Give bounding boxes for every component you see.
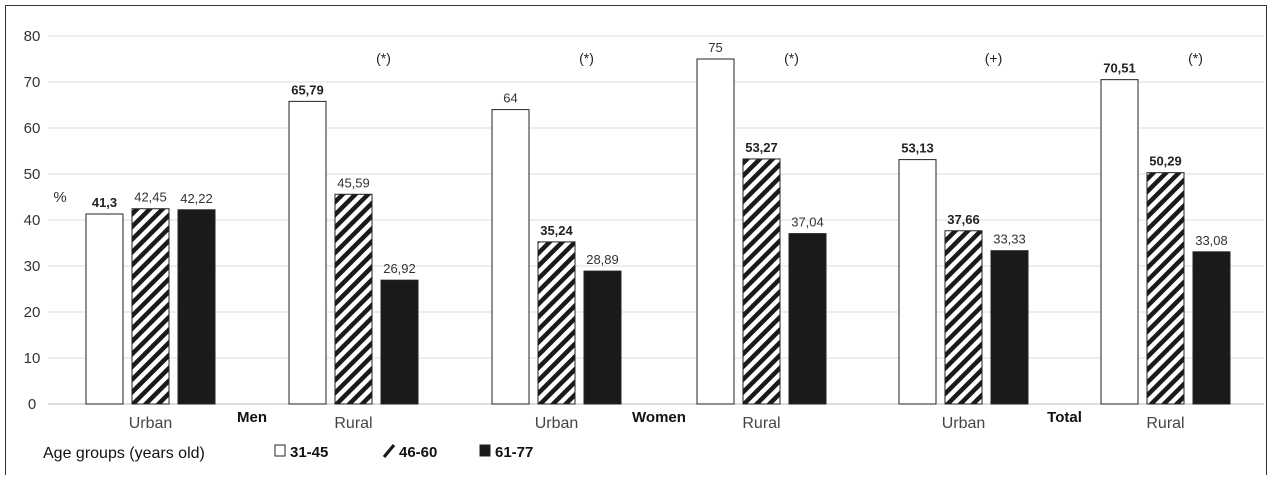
bar-31-45 xyxy=(288,100,327,405)
data-label: 53,27 xyxy=(745,140,778,155)
bar-46-60 xyxy=(334,193,373,405)
group-label: Total xyxy=(1047,409,1082,426)
legend-label: 61-77 xyxy=(495,444,533,461)
data-label: 50,29 xyxy=(1149,154,1182,169)
bar-chart: 0 10 20 30 40 50 60 70 80% 41,3 42,45 42,22 Urban 65,… xyxy=(24,28,1264,462)
legend-swatch-black xyxy=(479,444,491,457)
bar-46-60 xyxy=(537,241,576,405)
subgroup-label: Urban xyxy=(535,415,579,432)
bar-46-60 xyxy=(1146,172,1185,405)
significance-marker: (*) xyxy=(376,50,391,66)
y-tick-label: 20 xyxy=(24,304,41,321)
bar-61-77 xyxy=(583,270,622,405)
legend-swatch-hatched xyxy=(382,443,396,459)
y-tick-label: 60 xyxy=(24,120,41,137)
data-label: 35,24 xyxy=(540,223,573,238)
group-label: Men xyxy=(237,409,267,426)
bar-61-77 xyxy=(380,279,419,405)
bar-61-77 xyxy=(990,250,1029,405)
subgroup-label: Rural xyxy=(334,415,372,432)
legend-title: Age groups (years old) xyxy=(43,445,205,462)
data-label: 26,92 xyxy=(383,261,416,276)
data-label: 70,51 xyxy=(1103,61,1136,76)
subgroup-label: Urban xyxy=(129,415,173,432)
bar-46-60 xyxy=(742,158,781,405)
data-label: 64 xyxy=(503,91,517,106)
bar-46-60 xyxy=(131,208,170,405)
data-label: 37,66 xyxy=(947,212,980,227)
bar-61-77 xyxy=(788,233,827,405)
data-label: 53,13 xyxy=(901,141,934,156)
y-tick-label: 80 xyxy=(24,28,41,45)
bar-31-45 xyxy=(85,213,124,405)
subgroup-label: Rural xyxy=(742,415,780,432)
y-axis-label: % xyxy=(53,189,66,206)
y-tick-label: 10 xyxy=(24,350,41,367)
data-label: 33,08 xyxy=(1195,233,1228,248)
subgroup-label: Rural xyxy=(1146,415,1184,432)
y-tick-label: 30 xyxy=(24,258,41,275)
y-tick-label: 0 xyxy=(28,396,36,413)
bar-31-45 xyxy=(696,58,735,405)
data-label: 75 xyxy=(708,40,722,55)
significance-marker: (*) xyxy=(1188,50,1203,66)
legend-swatch-white xyxy=(274,444,286,457)
data-label: 65,79 xyxy=(291,82,324,97)
group-label: Women xyxy=(632,409,686,426)
data-label: 28,89 xyxy=(586,252,619,267)
subgroup-label: Urban xyxy=(942,415,986,432)
bar-61-77 xyxy=(1192,251,1231,405)
bar-31-45 xyxy=(491,109,530,405)
significance-marker: (+) xyxy=(985,50,1003,66)
data-label: 33,33 xyxy=(993,232,1026,247)
data-label: 42,45 xyxy=(134,190,167,205)
data-label: 41,3 xyxy=(92,195,117,210)
y-tick-label: 50 xyxy=(24,166,41,183)
bar-46-60 xyxy=(944,230,983,405)
significance-marker: (*) xyxy=(579,50,594,66)
bar-31-45 xyxy=(898,159,937,405)
bar-61-77 xyxy=(177,209,216,405)
legend-label: 31-45 xyxy=(290,444,328,461)
data-label: 42,22 xyxy=(180,191,213,206)
bar-31-45 xyxy=(1100,79,1139,405)
y-tick-label: 40 xyxy=(24,212,41,229)
legend-label: 46-60 xyxy=(399,444,437,461)
data-label: 37,04 xyxy=(791,215,824,230)
data-label: 45,59 xyxy=(337,175,370,190)
chart-frame: 0 10 20 30 40 50 60 70 80% 41,3 42,45 42,22 Urban 65,… xyxy=(5,5,1267,475)
y-tick-label: 70 xyxy=(24,74,41,91)
significance-marker: (*) xyxy=(784,50,799,66)
